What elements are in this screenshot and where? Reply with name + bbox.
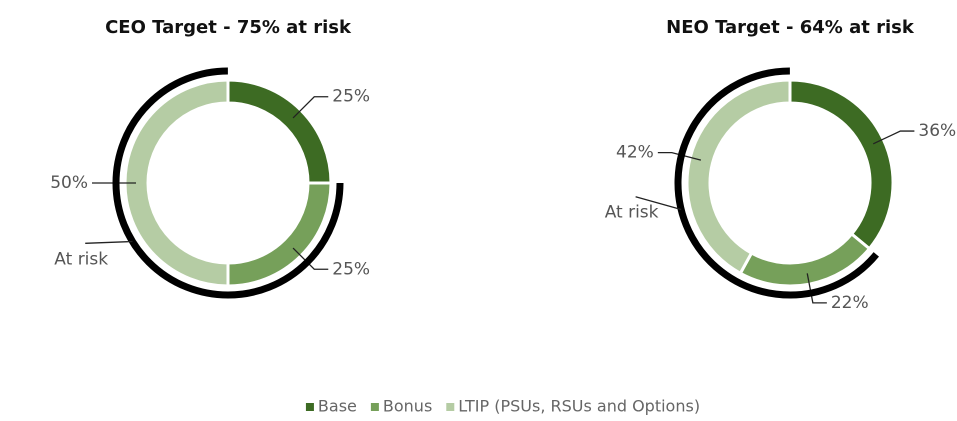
leader-line [85, 240, 133, 244]
legend-swatch [370, 403, 379, 411]
at-risk-arc [112, 67, 344, 299]
leader-line [292, 96, 329, 119]
leader-line [657, 152, 702, 161]
data-label: 42% [616, 143, 654, 163]
legend-swatch [446, 403, 455, 411]
annotation: At risk [605, 203, 659, 223]
leader-line [635, 196, 682, 211]
chart-title: CEO Target - 75% at risk [105, 17, 352, 38]
data-label: 25% [332, 259, 370, 279]
data-label: 36% [918, 121, 956, 141]
legend-label: LTIP (PSUs, RSUs and Options) [458, 397, 700, 416]
leader-line [806, 273, 827, 304]
legend: Base Bonus LTIP (PSUs, RSUs and Options) [305, 397, 700, 416]
legend-label: Base [318, 397, 357, 416]
data-label: 50% [50, 173, 88, 193]
leader-line [292, 247, 329, 270]
donut-segment [685, 78, 792, 276]
at-risk-arc [674, 67, 879, 299]
data-label: 22% [831, 293, 869, 313]
leader-line [872, 130, 915, 145]
legend-label: Bonus [383, 397, 432, 416]
legend-swatch [305, 403, 314, 411]
chart-title: NEO Target - 64% at risk [666, 17, 915, 38]
donut-segment [123, 78, 230, 288]
data-label: 25% [332, 87, 370, 107]
donut-segment [226, 181, 333, 288]
donut-segment [226, 78, 333, 185]
annotation: At risk [54, 249, 108, 269]
donut-segment [788, 78, 895, 251]
